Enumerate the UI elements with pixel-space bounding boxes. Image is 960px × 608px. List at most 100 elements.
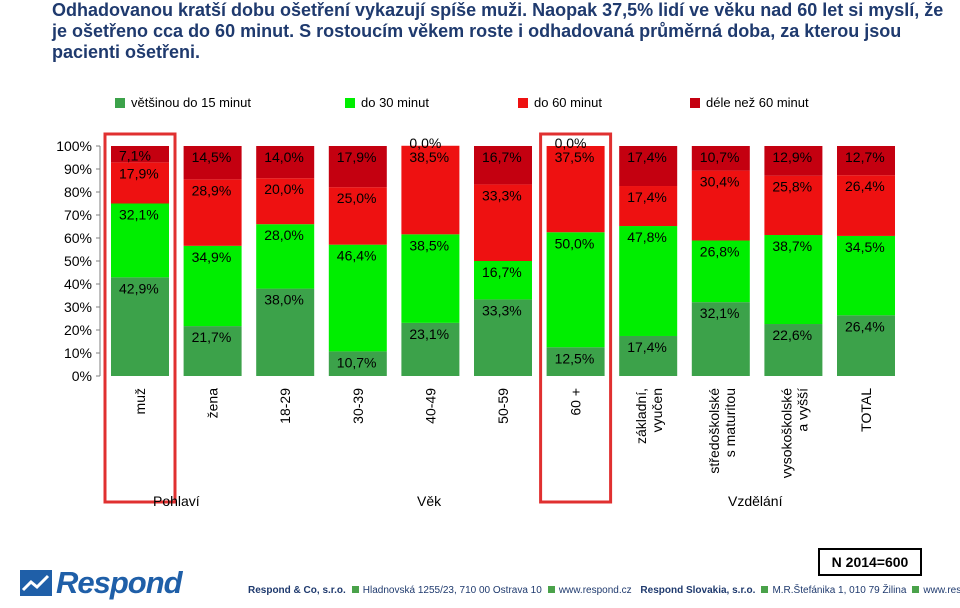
bar-value-label: 17,4% bbox=[627, 339, 667, 355]
bar-value-label: 10,7% bbox=[337, 354, 377, 370]
bar-segment bbox=[837, 146, 895, 176]
category-label-line: 30-39 bbox=[350, 388, 366, 424]
bar-value-label: 38,5% bbox=[409, 237, 449, 253]
bar-value-label: 0,0% bbox=[555, 135, 587, 151]
bar-value-label: 28,9% bbox=[192, 182, 232, 198]
bar-value-label: 17,9% bbox=[337, 149, 377, 165]
legend-item-60: do 60 minut bbox=[518, 95, 602, 110]
bar-segment bbox=[183, 326, 242, 376]
highlight-box bbox=[103, 132, 177, 504]
category-label-line: 18-29 bbox=[277, 388, 293, 424]
bar-segment bbox=[111, 162, 169, 204]
bar-value-label: 28,0% bbox=[264, 227, 304, 243]
highlight-box bbox=[539, 132, 613, 504]
bar-value-label: 14,5% bbox=[192, 149, 232, 165]
category-label-line: žena bbox=[205, 388, 221, 419]
bar-segment bbox=[111, 146, 169, 163]
category-label: 18-29 bbox=[277, 388, 293, 424]
bar-value-label: 38,5% bbox=[409, 149, 449, 165]
bar-value-label: 10,7% bbox=[700, 149, 740, 165]
sample-size-badge: N 2014=600 bbox=[818, 548, 922, 576]
bar-value-label: 12,5% bbox=[555, 350, 595, 366]
bar-value-label: 42,9% bbox=[119, 280, 159, 296]
bar-segment bbox=[764, 146, 823, 176]
y-tick-label: 100% bbox=[56, 138, 92, 154]
bar-segment bbox=[111, 203, 169, 278]
footer-link-respond-sk[interactable]: www.respond.sk bbox=[923, 585, 960, 596]
legend-item-over60: déle než 60 minut bbox=[690, 95, 809, 110]
bar-value-label: 23,1% bbox=[409, 326, 449, 342]
y-tick-label: 40% bbox=[64, 276, 92, 292]
logo-text: Respond bbox=[56, 565, 183, 600]
bar-segment bbox=[619, 186, 678, 227]
y-tick-label: 50% bbox=[64, 253, 92, 269]
bar-segment bbox=[691, 146, 750, 171]
bar-value-label: 46,4% bbox=[337, 248, 377, 264]
bar-value-label: 37,5% bbox=[555, 149, 595, 165]
footer-address-cz: Hladnovská 1255/23, 710 00 Ostrava 10 bbox=[362, 585, 542, 596]
bar-segment bbox=[256, 224, 315, 289]
bar-value-label: 16,7% bbox=[482, 149, 522, 165]
bar-value-label: 20,0% bbox=[264, 181, 304, 197]
bar-value-label: 0,0% bbox=[409, 135, 441, 151]
category-label: TOTAL bbox=[858, 388, 874, 432]
bar-value-label: 25,0% bbox=[337, 190, 377, 206]
category-label-line: 60 + bbox=[568, 388, 584, 416]
bar-value-label: 7,1% bbox=[119, 147, 151, 163]
bar-segment bbox=[256, 146, 315, 179]
y-tick-label: 70% bbox=[64, 207, 92, 223]
y-tick-label: 80% bbox=[64, 184, 92, 200]
bar-segment bbox=[183, 146, 242, 180]
bar-segment bbox=[546, 232, 605, 348]
bar-segment bbox=[256, 288, 315, 376]
bar-segment bbox=[183, 179, 242, 246]
y-tick-label: 20% bbox=[64, 322, 92, 338]
bar-value-label: 17,4% bbox=[627, 149, 667, 165]
category-label-line: a vyšší bbox=[794, 388, 810, 432]
footer-link-respond-cz[interactable]: www.respond.cz bbox=[558, 585, 632, 596]
category-label-line: 50-59 bbox=[495, 388, 511, 424]
bar-value-label: 26,4% bbox=[845, 178, 885, 194]
footer-company-sk: Respond Slovakia, s.r.o. bbox=[640, 585, 756, 596]
category-label-line: vysokoškolské bbox=[778, 388, 794, 478]
bar-segment bbox=[328, 146, 387, 188]
category-label: 60 + bbox=[568, 388, 584, 416]
stacked-bar-chart: 0% 10% 20% 30% 40% 50% 60% 70% 80% 90% 100% 42,9% 32… bbox=[56, 132, 895, 504]
bar-segment bbox=[474, 261, 532, 300]
bar-value-label: 30,4% bbox=[700, 174, 740, 190]
bar-value-label: 14,0% bbox=[264, 149, 304, 165]
bar-value-label: 25,8% bbox=[772, 179, 812, 195]
bar-value-label: 32,1% bbox=[119, 207, 159, 223]
category-label: základní,vyučen bbox=[633, 388, 665, 444]
bar-value-label: 12,7% bbox=[845, 149, 885, 165]
bar-value-label: 47,8% bbox=[627, 229, 667, 245]
legend: většinou do 15 minut do 30 minut do 60 m… bbox=[0, 95, 960, 115]
group-label-pohlavi: Pohlaví bbox=[153, 493, 200, 509]
category-label-line: základní, bbox=[633, 388, 649, 444]
bar-segment bbox=[474, 146, 532, 185]
category-label-line: muž bbox=[132, 388, 148, 414]
bar-segment bbox=[764, 324, 823, 376]
bar-segment bbox=[183, 245, 242, 327]
footer-bullet-icon bbox=[761, 586, 769, 593]
legend-label-over60: déle než 60 minut bbox=[706, 95, 809, 110]
legend-swatch-30 bbox=[345, 97, 355, 108]
footer-address-sk: M.R.Štefánika 1, 010 79 Žilina bbox=[772, 585, 907, 596]
bar-segment bbox=[691, 240, 750, 303]
category-label-line: s maturitou bbox=[722, 388, 738, 457]
category-label: vysokoškolskéa vyšší bbox=[778, 388, 810, 478]
legend-swatch-15 bbox=[115, 97, 125, 108]
bar-segment bbox=[546, 347, 605, 376]
bar-segment bbox=[837, 235, 895, 316]
legend-label-15: většinou do 15 minut bbox=[131, 95, 251, 110]
y-tick-label: 30% bbox=[64, 299, 92, 315]
category-label: 50-59 bbox=[495, 388, 511, 424]
bar-segment bbox=[328, 244, 387, 352]
footer-company-cz: Respond & Co, s.r.o. bbox=[248, 585, 346, 596]
bar-value-label: 12,9% bbox=[772, 149, 812, 165]
category-label: muž bbox=[132, 388, 148, 414]
legend-label-60: do 60 minut bbox=[534, 95, 602, 110]
bar-segment bbox=[837, 315, 895, 376]
bar-segment bbox=[546, 146, 605, 233]
bar-segment bbox=[764, 175, 823, 236]
